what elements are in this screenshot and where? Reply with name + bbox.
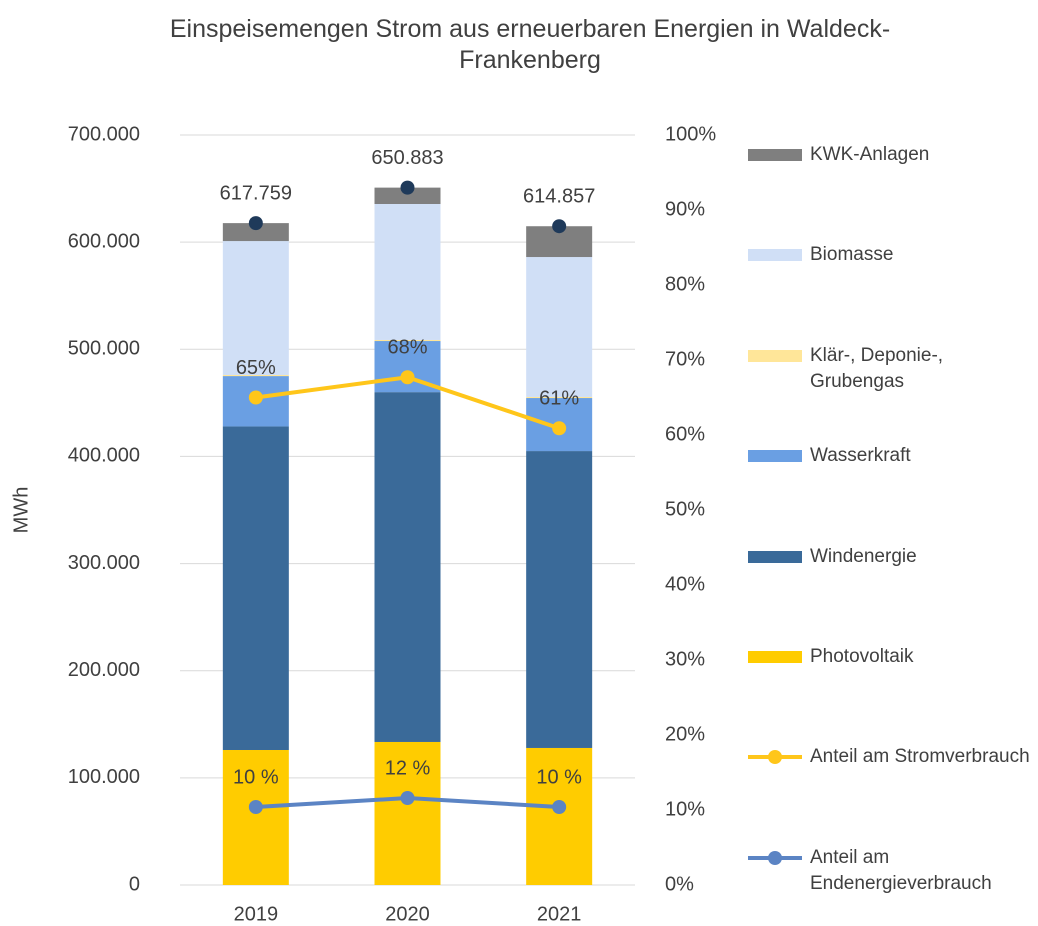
legend-box xyxy=(748,249,802,262)
data-label: 68% xyxy=(387,337,427,359)
legend-item: Wasserkraft xyxy=(748,443,1036,469)
total-label: 614.857 xyxy=(523,186,595,208)
y2-tick-label: 40% xyxy=(665,573,705,595)
legend-swatch xyxy=(748,750,802,765)
bar-segment xyxy=(222,375,289,377)
legend-box xyxy=(748,651,802,663)
y-tick-label: 0 xyxy=(129,873,140,895)
y-axis-label: MWh xyxy=(10,487,32,534)
bar-segment xyxy=(526,257,593,397)
y2-tick-label: 90% xyxy=(665,198,705,220)
data-label: 10 % xyxy=(536,766,582,788)
line-point xyxy=(400,370,415,385)
legend-label: Photovoltaik xyxy=(810,646,914,667)
line-point xyxy=(248,800,263,814)
legend: KWK-Anlagen Biomasse Klär-, Deponie-, Grub… xyxy=(748,0,1038,926)
y-tick-label: 200.000 xyxy=(68,659,140,681)
y2-tick-label: 20% xyxy=(665,723,705,745)
y2-tick-label: 60% xyxy=(665,423,705,445)
legend-label: Anteil am Endenergieverbrauch xyxy=(810,846,992,894)
bar-segment xyxy=(526,451,593,748)
legend-dot xyxy=(768,750,782,765)
bar-segment xyxy=(222,241,289,375)
legend-item: KWK-Anlagen xyxy=(748,142,1036,168)
data-label: 10 % xyxy=(233,766,279,788)
legend-item: Biomasse xyxy=(748,242,1036,268)
data-label: 12 % xyxy=(385,757,431,779)
legend-label: Klär-, Deponie-, Grubengas xyxy=(810,344,944,392)
y2-tick-label: 0% xyxy=(665,873,694,895)
y-tick-label: 100.000 xyxy=(68,766,140,788)
legend-swatch xyxy=(748,149,802,161)
bar-segment xyxy=(374,392,441,742)
bar-segment xyxy=(222,223,289,242)
legend-item: Klär-, Deponie-, Grubengas xyxy=(748,343,1036,395)
y2-tick-label: 80% xyxy=(665,273,705,295)
total-point xyxy=(552,219,567,234)
legend-label: Biomasse xyxy=(810,244,894,266)
legend-label: Anteil am Stromverbrauch xyxy=(810,746,1030,768)
bar-segment xyxy=(374,204,441,340)
line-point xyxy=(552,800,567,814)
legend-swatch xyxy=(748,349,802,362)
legend-item: Anteil am Endenergieverbrauch xyxy=(748,845,1036,897)
line-point xyxy=(552,421,567,436)
legend-box xyxy=(748,450,802,463)
y-tick-label: 600.000 xyxy=(68,230,140,252)
total-label: 650.883 xyxy=(371,147,443,169)
legend-swatch xyxy=(748,249,802,262)
legend-label: Wasserkraft xyxy=(810,445,911,467)
y2-tick-label: 30% xyxy=(665,648,705,670)
total-label: 617.759 xyxy=(220,182,292,204)
legend-swatch xyxy=(748,450,802,463)
x-tick-label: 2019 xyxy=(234,903,279,925)
x-tick-label: 2021 xyxy=(537,903,582,925)
legend-box xyxy=(748,149,802,161)
x-tick-label: 2020 xyxy=(385,903,430,925)
bar-segment xyxy=(374,187,441,204)
legend-item: Windenergie xyxy=(748,544,1036,570)
total-point xyxy=(400,180,415,195)
legend-label: KWK-Anlagen xyxy=(810,144,930,165)
y-tick-label: 500.000 xyxy=(68,338,140,360)
line-point xyxy=(400,791,415,805)
chart-title: Einspeisemengen Strom aus erneuerbaren E… xyxy=(169,15,891,74)
legend-label: Windenergie xyxy=(810,545,917,567)
legend-swatch xyxy=(748,850,802,865)
legend-box xyxy=(748,349,802,362)
line-point xyxy=(248,390,263,405)
data-label: 61% xyxy=(539,388,579,410)
legend-item: Photovoltaik xyxy=(748,644,1036,670)
bar-segment xyxy=(526,747,593,885)
y-tick-label: 300.000 xyxy=(68,552,140,574)
legend-item: Anteil am Stromverbrauch xyxy=(748,744,1036,770)
legend-box xyxy=(748,550,802,563)
y2-tick-label: 10% xyxy=(665,798,705,820)
y-tick-label: 700.000 xyxy=(68,123,140,145)
bar-segment xyxy=(222,750,289,885)
y2-tick-label: 70% xyxy=(665,348,705,370)
y2-tick-label: 50% xyxy=(665,498,705,520)
bar-segment xyxy=(526,396,593,399)
bar-segment xyxy=(374,741,441,885)
legend-swatch xyxy=(748,550,802,563)
bar-segment xyxy=(374,339,441,342)
legend-dot xyxy=(768,850,782,865)
total-point xyxy=(248,216,263,231)
y2-tick-label: 100% xyxy=(665,123,716,145)
bar-segment xyxy=(222,426,289,750)
y-tick-label: 400.000 xyxy=(68,445,140,467)
legend-swatch xyxy=(748,651,802,663)
data-label: 65% xyxy=(236,357,276,379)
